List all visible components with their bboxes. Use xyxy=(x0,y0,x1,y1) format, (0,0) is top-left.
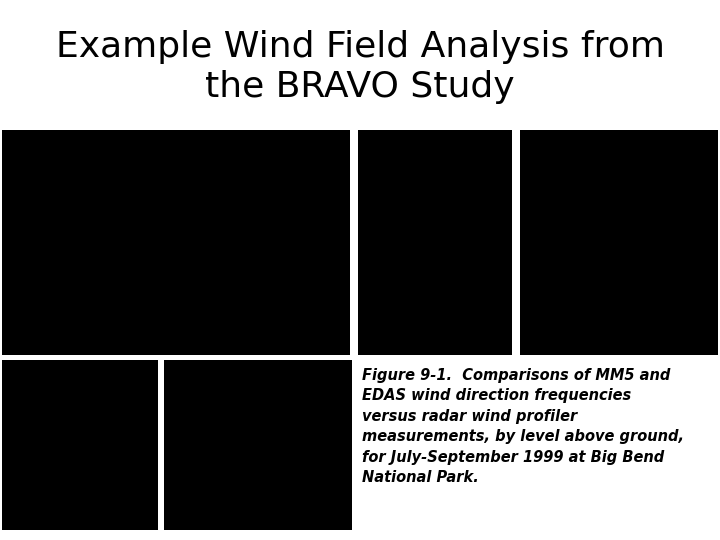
Bar xyxy=(2,360,158,530)
Bar xyxy=(358,130,512,355)
Bar xyxy=(2,130,350,355)
Bar xyxy=(164,360,352,530)
Text: Example Wind Field Analysis from
the BRAVO Study: Example Wind Field Analysis from the BRA… xyxy=(55,30,665,104)
Bar xyxy=(520,130,718,355)
Text: Figure 9‑1.  Comparisons of MM5 and
EDAS wind direction frequencies
versus radar: Figure 9‑1. Comparisons of MM5 and EDAS … xyxy=(362,368,684,485)
